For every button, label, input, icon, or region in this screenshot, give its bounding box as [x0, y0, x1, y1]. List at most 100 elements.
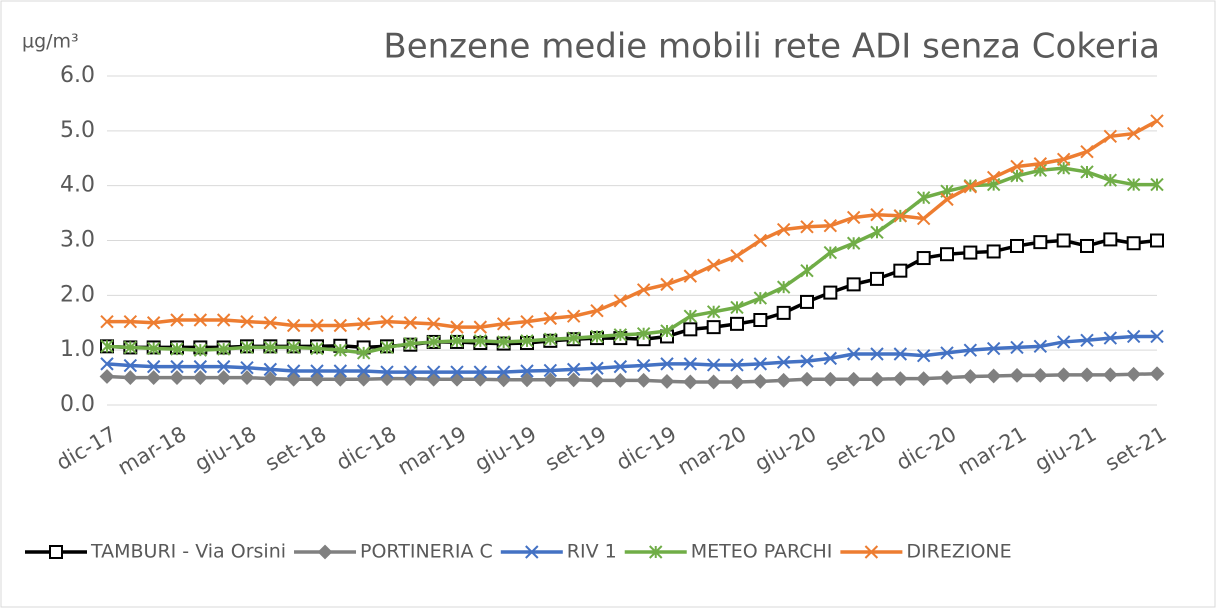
marker-shape: [893, 209, 908, 223]
marker: [403, 365, 418, 379]
marker: [146, 359, 161, 374]
marker: [496, 365, 511, 379]
marker: [846, 277, 861, 292]
marker: [1126, 177, 1141, 192]
marker: [1056, 367, 1072, 383]
marker-shape: [403, 365, 418, 379]
marker: [403, 336, 418, 351]
marker-shape: [683, 322, 698, 337]
marker: [870, 347, 884, 361]
marker-shape: [776, 222, 791, 237]
marker: [1126, 126, 1141, 141]
marker-shape: [380, 365, 394, 379]
marker: [986, 368, 1002, 384]
marker: [776, 222, 791, 237]
marker: [612, 372, 628, 388]
marker-shape: [496, 372, 512, 388]
marker: [1150, 114, 1164, 128]
marker: [683, 309, 698, 323]
marker-shape: [286, 318, 301, 333]
series-line: [106, 371, 1158, 384]
marker-shape: [800, 263, 814, 278]
marker-shape: [659, 374, 675, 389]
marker: [333, 318, 348, 333]
marker-shape: [916, 371, 932, 387]
marker: [752, 374, 768, 389]
marker: [216, 313, 231, 327]
marker: [566, 309, 581, 323]
marker-shape: [730, 358, 744, 372]
marker-shape: [356, 364, 371, 378]
legend-label: TAMBURI - Via Orsini: [90, 541, 286, 563]
marker: [776, 280, 791, 294]
marker: [800, 263, 814, 278]
marker-shape: [986, 244, 1001, 259]
marker-shape: [216, 313, 231, 327]
marker-shape: [799, 371, 815, 387]
marker: [286, 371, 302, 387]
marker-shape: [870, 271, 884, 286]
marker: [356, 317, 371, 331]
marker: [822, 371, 838, 387]
marker-shape: [146, 341, 161, 356]
marker-shape: [963, 180, 978, 194]
marker: [893, 209, 908, 223]
marker-shape: [216, 359, 231, 374]
marker-shape: [122, 370, 138, 385]
marker: [216, 359, 231, 374]
marker-shape: [1103, 173, 1118, 187]
marker-shape: [380, 314, 394, 329]
marker-shape: [916, 211, 931, 226]
marker-shape: [473, 365, 488, 379]
marker-shape: [496, 365, 511, 379]
marker-shape: [823, 285, 838, 300]
legend-label: METEO PARCHI: [691, 541, 833, 563]
marker-shape: [216, 370, 232, 385]
marker-shape: [1126, 366, 1142, 382]
marker-shape: [753, 291, 768, 305]
marker-shape: [706, 374, 722, 390]
marker: [636, 358, 651, 373]
y-tick-label: 3.0: [60, 228, 95, 253]
marker-shape: [800, 220, 814, 234]
marker-shape: [543, 363, 558, 378]
marker: [566, 362, 581, 377]
marker: [1103, 173, 1118, 187]
marker: [100, 357, 114, 371]
marker: [240, 314, 254, 329]
legend-label: PORTINERIA C: [360, 541, 493, 563]
marker-shape: [683, 309, 698, 323]
marker: [525, 545, 539, 559]
marker: [823, 245, 838, 260]
marker-shape: [1126, 236, 1141, 251]
marker: [286, 364, 301, 378]
marker: [286, 340, 301, 355]
marker-shape: [776, 372, 792, 388]
y-axis-label: µg/m³: [22, 31, 79, 53]
marker: [613, 328, 628, 342]
marker: [753, 291, 768, 305]
marker-shape: [286, 364, 301, 378]
marker-shape: [986, 368, 1002, 384]
marker: [473, 320, 488, 334]
marker: [520, 334, 534, 348]
marker-shape: [590, 361, 604, 375]
marker: [823, 285, 838, 300]
marker-shape: [520, 334, 534, 348]
marker: [590, 361, 604, 375]
marker: [543, 363, 558, 378]
marker: [123, 314, 138, 329]
marker: [356, 346, 371, 360]
marker: [893, 263, 908, 278]
legend-item: METEO PARCHI: [624, 541, 833, 563]
marker-shape: [613, 294, 628, 308]
marker-shape: [123, 314, 138, 329]
series-line: [106, 166, 1157, 355]
marker: [1103, 232, 1118, 247]
marker: [1033, 235, 1048, 250]
marker-shape: [49, 545, 63, 559]
marker-shape: [262, 371, 278, 387]
marker: [193, 313, 208, 327]
marker: [706, 305, 721, 319]
y-tick-label: 4.0: [60, 173, 95, 198]
